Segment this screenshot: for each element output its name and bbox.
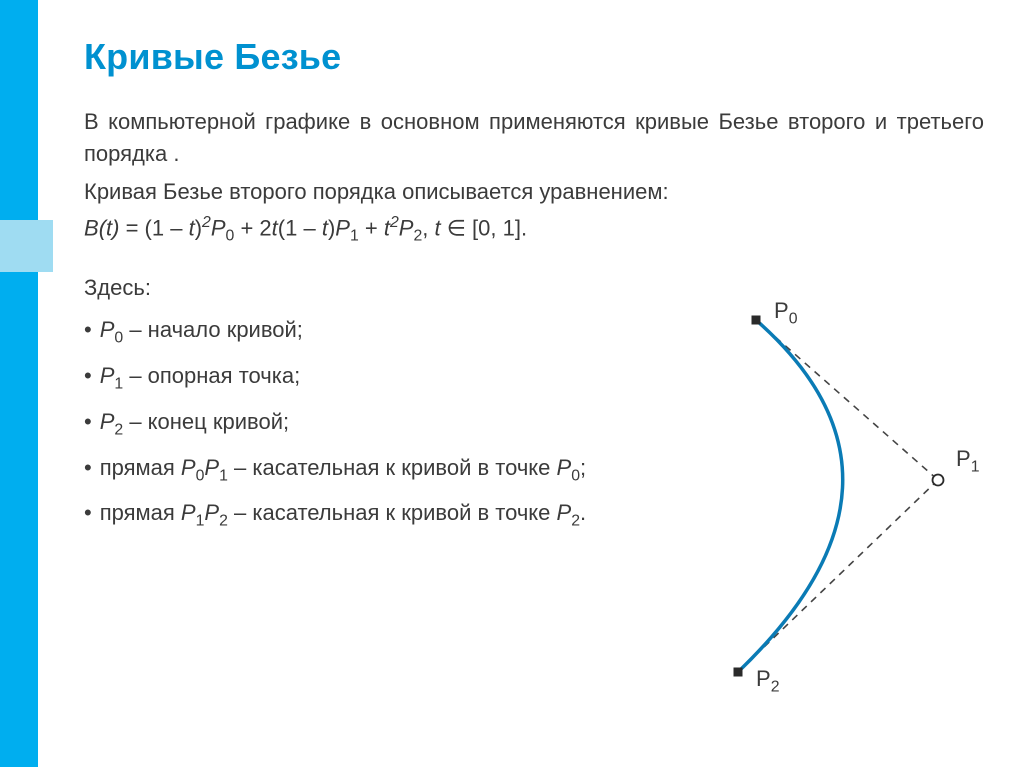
- label-p0: P0: [774, 298, 798, 328]
- bezier-formula: B(t) = (1 – t)2P0 + 2t(1 – t)P1 + t2P2, …: [84, 214, 984, 246]
- bezier-diagram: P0 P1 P2: [618, 290, 988, 710]
- left-stripe: [0, 0, 38, 767]
- slide-title: Кривые Безье: [84, 36, 984, 78]
- label-p1: P1: [956, 446, 980, 476]
- label-p2: P2: [756, 666, 780, 696]
- paragraph-2: Кривая Безье второго порядка описывается…: [84, 176, 984, 208]
- paragraph-1: В компьютерной графике в основном примен…: [84, 106, 984, 170]
- bezier-svg: [618, 290, 988, 710]
- left-accent-square: [0, 220, 53, 272]
